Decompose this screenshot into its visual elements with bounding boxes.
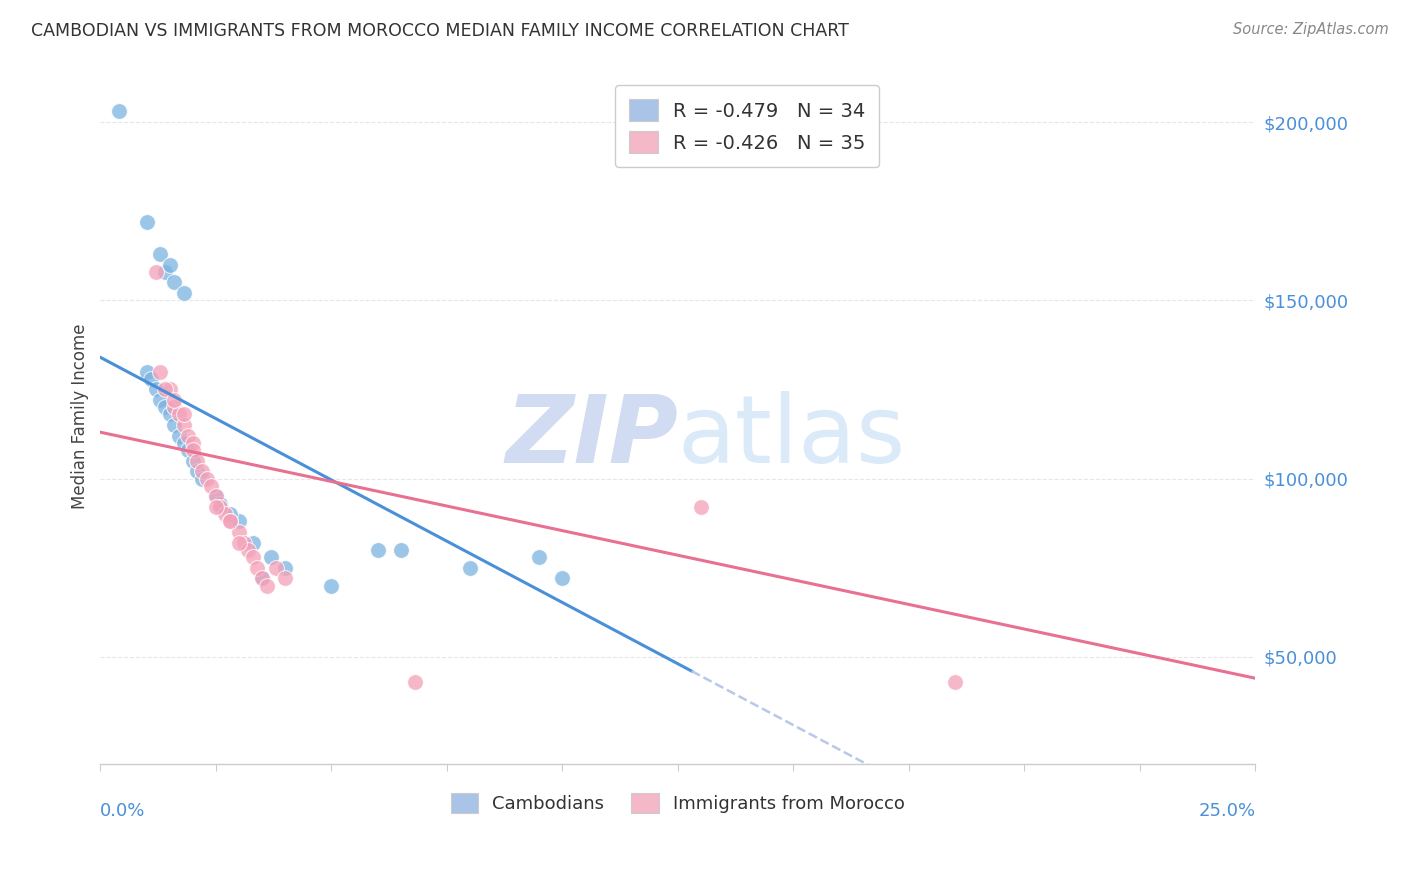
- Point: [209, 496, 232, 510]
- Point: [159, 258, 181, 272]
- Point: [238, 542, 260, 557]
- Point: [163, 276, 186, 290]
- Point: [163, 418, 186, 433]
- Text: 0.0%: 0.0%: [100, 802, 146, 820]
- Point: [173, 286, 195, 301]
- Point: [404, 674, 426, 689]
- Text: Source: ZipAtlas.com: Source: ZipAtlas.com: [1233, 22, 1389, 37]
- Point: [321, 578, 343, 592]
- Point: [458, 560, 481, 574]
- Point: [108, 104, 131, 119]
- Point: [153, 401, 176, 415]
- Point: [149, 247, 172, 261]
- Point: [389, 542, 412, 557]
- Point: [177, 443, 200, 458]
- Point: [274, 560, 297, 574]
- Point: [228, 535, 250, 549]
- Point: [246, 560, 269, 574]
- Point: [214, 507, 236, 521]
- Point: [159, 408, 181, 422]
- Point: [228, 514, 250, 528]
- Point: [218, 507, 240, 521]
- Point: [205, 490, 228, 504]
- Point: [218, 514, 240, 528]
- Point: [943, 674, 966, 689]
- Point: [135, 215, 157, 229]
- Point: [205, 500, 228, 514]
- Point: [264, 560, 287, 574]
- Point: [181, 436, 204, 450]
- Point: [149, 365, 172, 379]
- Point: [163, 401, 186, 415]
- Legend: Cambodians, Immigrants from Morocco: Cambodians, Immigrants from Morocco: [440, 781, 915, 824]
- Point: [205, 490, 228, 504]
- Point: [228, 524, 250, 539]
- Point: [242, 549, 264, 564]
- Point: [145, 265, 167, 279]
- Point: [250, 571, 273, 585]
- Point: [242, 535, 264, 549]
- Y-axis label: Median Family Income: Median Family Income: [72, 324, 89, 509]
- Point: [149, 393, 172, 408]
- Text: 25.0%: 25.0%: [1198, 802, 1256, 820]
- Point: [209, 500, 232, 514]
- Point: [191, 465, 214, 479]
- Text: atlas: atlas: [678, 391, 905, 483]
- Point: [250, 571, 273, 585]
- Point: [181, 454, 204, 468]
- Point: [256, 578, 278, 592]
- Point: [274, 571, 297, 585]
- Point: [218, 514, 240, 528]
- Point: [167, 408, 190, 422]
- Point: [690, 500, 713, 514]
- Point: [200, 479, 222, 493]
- Point: [186, 454, 208, 468]
- Point: [186, 465, 208, 479]
- Point: [232, 535, 254, 549]
- Point: [173, 408, 195, 422]
- Point: [177, 429, 200, 443]
- Point: [153, 265, 176, 279]
- Point: [181, 443, 204, 458]
- Point: [163, 393, 186, 408]
- Point: [260, 549, 283, 564]
- Point: [141, 372, 163, 386]
- Point: [173, 436, 195, 450]
- Point: [529, 549, 551, 564]
- Point: [135, 365, 157, 379]
- Point: [195, 472, 218, 486]
- Point: [145, 383, 167, 397]
- Text: CAMBODIAN VS IMMIGRANTS FROM MOROCCO MEDIAN FAMILY INCOME CORRELATION CHART: CAMBODIAN VS IMMIGRANTS FROM MOROCCO MED…: [31, 22, 849, 40]
- Text: ZIP: ZIP: [505, 391, 678, 483]
- Point: [153, 383, 176, 397]
- Point: [191, 472, 214, 486]
- Point: [173, 418, 195, 433]
- Point: [167, 429, 190, 443]
- Point: [367, 542, 389, 557]
- Point: [551, 571, 574, 585]
- Point: [159, 383, 181, 397]
